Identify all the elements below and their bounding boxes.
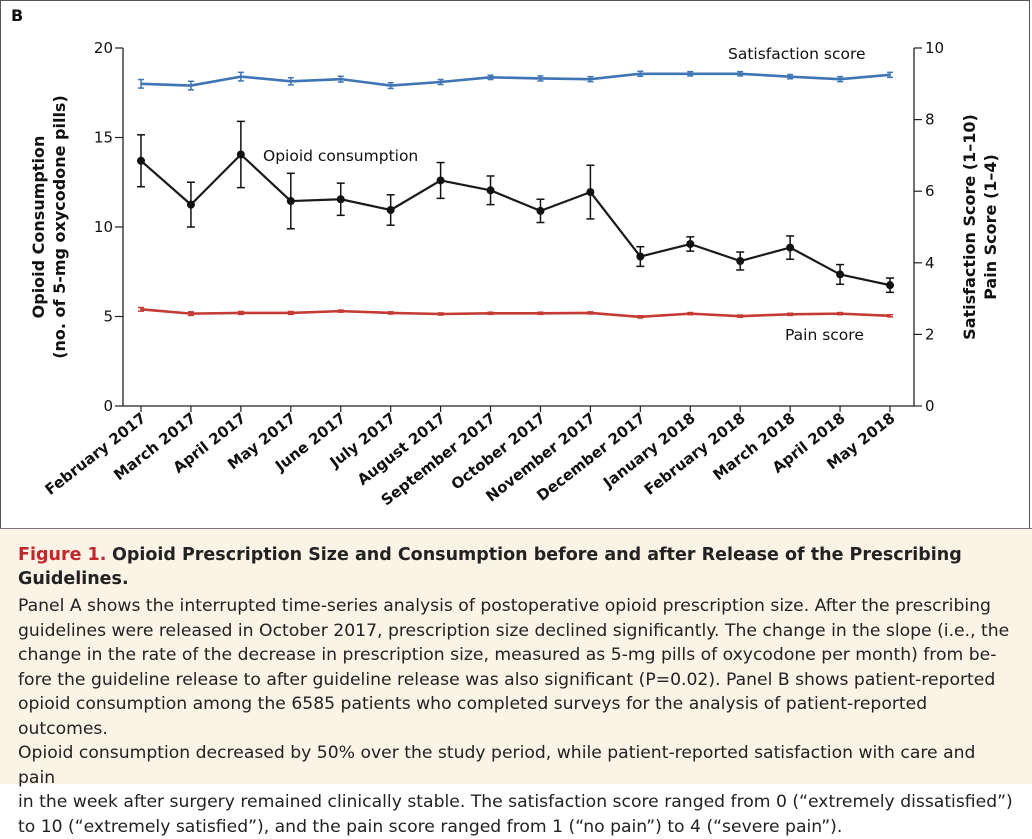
data-point [636, 253, 644, 261]
data-point [387, 206, 395, 214]
caption-line: opioid consumption among the 6585 patien… [18, 692, 1014, 741]
caption-line: Panel A shows the interrupted time-serie… [18, 594, 1014, 619]
data-point [836, 270, 844, 278]
annotation-pain: Pain score [785, 326, 864, 344]
data-point [187, 201, 195, 209]
data-point [287, 197, 295, 205]
caption-line: Opioid consumption decreased by 50% over… [18, 741, 1014, 790]
y-right-tick-label: 10 [925, 39, 944, 57]
caption-line: fore the guideline release to after guid… [18, 668, 1014, 693]
caption-body: Panel A shows the interrupted time-serie… [18, 594, 1014, 839]
data-point [586, 188, 594, 196]
caption-line: change in the rate of the decrease in pr… [18, 643, 1014, 668]
y-right-tick-label: 6 [925, 182, 935, 200]
caption-line: to 10 (“extremely satisfied”), and the p… [18, 815, 1014, 839]
data-point [786, 244, 794, 252]
y-right-tick-label: 2 [925, 325, 935, 343]
figure-title: Opioid Prescription Size and Consumption… [18, 545, 962, 589]
annotation-satisfaction: Satisfaction score [728, 45, 866, 63]
y-right-tick-label: 8 [925, 111, 935, 129]
y-right-tick-label: 0 [925, 397, 935, 415]
caption-line: in the week after surgery remained clini… [18, 790, 1014, 815]
y-left-label-line1: Opioid Consumption [29, 136, 48, 319]
y-left-tick-label: 0 [103, 397, 113, 415]
annotation-opioid: Opioid consumption [263, 147, 418, 165]
series-opioid-consumption [137, 121, 894, 292]
data-point [487, 186, 495, 194]
y-left-label-line2: (no. of 5-mg oxycodone pills) [50, 95, 69, 359]
series-line [141, 155, 890, 286]
data-point [437, 176, 445, 184]
y-right-label-line1: Satisfaction Score (1–10) [960, 114, 979, 340]
series-line [141, 309, 890, 317]
panel-label: B [11, 6, 23, 25]
data-point [337, 195, 345, 203]
data-point [886, 281, 894, 289]
data-point [536, 207, 544, 215]
y-left-tick-label: 15 [94, 129, 113, 147]
caption-line: guidelines were released in October 2017… [18, 619, 1014, 644]
data-point [137, 157, 145, 165]
caption-title-row: Figure 1. Opioid Prescription Size and C… [18, 543, 1014, 591]
data-point [237, 151, 245, 159]
y-left-tick-label: 5 [103, 308, 113, 326]
y-left-tick-label: 20 [94, 39, 113, 57]
series-pain-score [138, 308, 893, 318]
figure-caption: Figure 1. Opioid Prescription Size and C… [0, 528, 1032, 784]
series-line [141, 74, 890, 86]
data-point [736, 257, 744, 265]
figure-label: Figure 1. [18, 545, 106, 565]
y-right-label-line2: Pain Score (1–4) [981, 154, 1000, 300]
series-satisfaction-score [138, 71, 893, 90]
y-left-tick-label: 10 [94, 218, 113, 236]
y-right-tick-label: 4 [925, 254, 935, 272]
data-point [686, 240, 694, 248]
